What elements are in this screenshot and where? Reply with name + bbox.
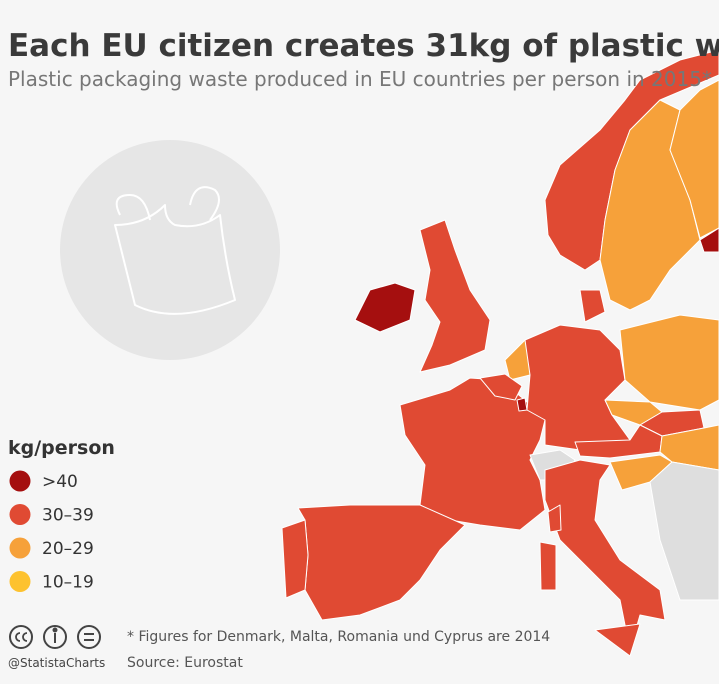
balkans — [649, 461, 719, 601]
sardinia — [539, 541, 557, 591]
brand: @StatistaCharts — [8, 656, 105, 670]
italy — [544, 459, 666, 651]
denmark — [579, 289, 606, 323]
legend: kg/person >40 30–39 20–29 10–19 — [8, 437, 115, 593]
source: Source: Eurostat — [127, 655, 243, 671]
legend-swatch — [9, 571, 31, 592]
germany — [524, 324, 631, 451]
legend-label: 30–39 — [42, 506, 94, 526]
legend-swatch — [9, 504, 31, 525]
legend-label: >40 — [42, 472, 78, 492]
luxembourg — [516, 397, 528, 412]
map — [281, 49, 719, 657]
legend-title: kg/person — [8, 437, 115, 459]
bag-illustration — [60, 140, 280, 360]
baltics — [699, 227, 719, 253]
finland — [669, 79, 719, 239]
sicily — [594, 623, 641, 657]
legend-swatch — [9, 470, 31, 492]
legend-label: 10–19 — [42, 573, 94, 593]
legend-label: 20–29 — [42, 539, 94, 559]
united-kingdom — [419, 219, 491, 373]
poland — [619, 314, 719, 411]
corsica — [547, 504, 562, 533]
subtitle: Plastic packaging waste produced in EU c… — [8, 67, 712, 91]
belgium — [479, 373, 523, 401]
footer: @StatistaCharts * Figures for Denmark, M… — [8, 625, 550, 671]
license-icons — [9, 625, 101, 649]
footnote: * Figures for Denmark, Malta, Romania un… — [127, 629, 550, 645]
title: Each EU citizen creates 31kg of plastic … — [8, 28, 719, 64]
portugal — [281, 519, 309, 599]
legend-swatch — [9, 537, 31, 559]
ireland — [354, 282, 416, 333]
